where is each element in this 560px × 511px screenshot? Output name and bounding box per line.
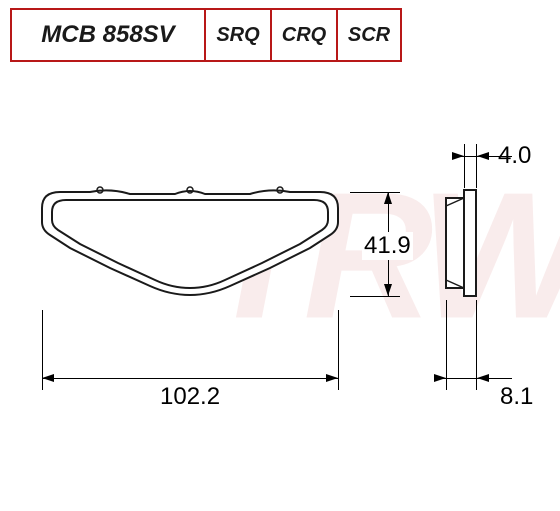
brake-pad-front-view [30, 180, 350, 320]
main-part-number: MCB 858SV [10, 8, 204, 62]
part-number-header: MCB 858SV SRQ CRQ SCR [10, 8, 402, 62]
variant-crq: CRQ [270, 8, 336, 62]
dim-total-thickness: 8.1 [500, 383, 533, 411]
brake-pad-side-view [438, 180, 488, 320]
variant-scr: SCR [336, 8, 402, 62]
dim-plate-thickness: 4.0 [498, 142, 531, 170]
dim-height: 41.9 [362, 232, 413, 260]
technical-diagram: 102.2 41.9 4.0 8.1 [0, 80, 560, 500]
variant-srq: SRQ [204, 8, 270, 62]
dim-width: 102.2 [160, 383, 220, 411]
